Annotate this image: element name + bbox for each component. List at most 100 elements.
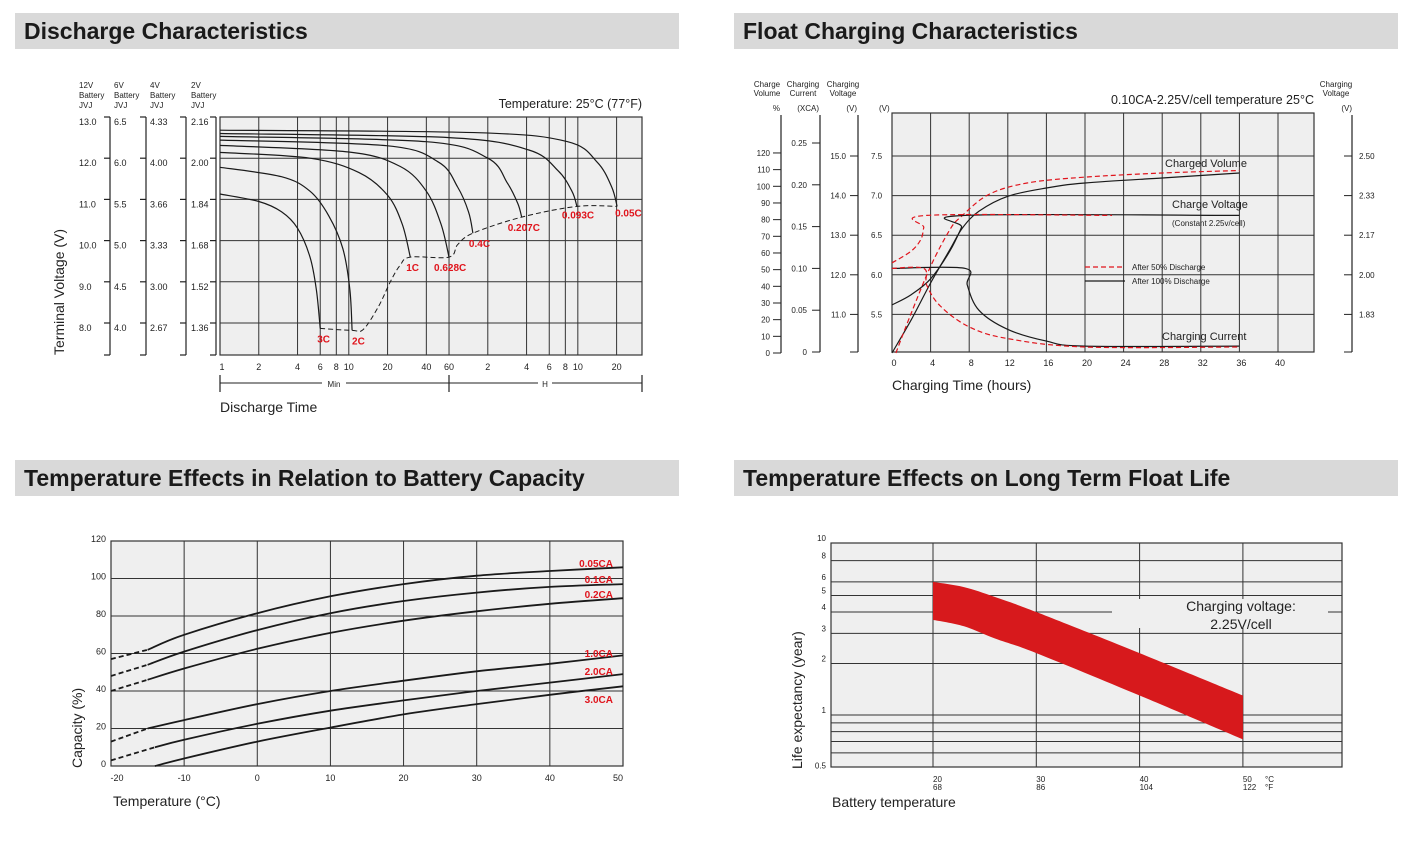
y-tick-label: 1.68: [191, 241, 209, 251]
y-tick-label: 6.0: [114, 158, 127, 168]
y-axis-header: 6V: [114, 81, 124, 90]
section-header-discharge: Discharge Characteristics: [15, 13, 679, 49]
y-tick-label: 120: [91, 534, 106, 544]
charging-current-tick-label: 0: [803, 348, 808, 357]
y-tick-label: 6: [822, 573, 827, 582]
x-tick-label: 60: [444, 362, 454, 372]
y-tick-label: 6.5: [114, 117, 127, 127]
y-tick-label: 20: [96, 722, 106, 732]
y-tick-label: 13.0: [79, 117, 97, 127]
y-tick-label: 4.5: [114, 282, 127, 292]
x-tick-label: -20: [110, 773, 123, 783]
y-tick-label: 5.5: [114, 199, 127, 209]
x-tick-label: 32: [1198, 358, 1208, 368]
charging-voltage-12v-tick-label: 12.0: [830, 271, 846, 280]
charge-volume-tick-label: 10: [761, 332, 770, 341]
temperature-capacity-chart: -20 -10 0 10 20 30 40 50 0 20 40 60 80 100 120 0.05CA 0.…: [69, 534, 624, 809]
charging-voltage-cell-tick-label: 2.33: [1359, 192, 1375, 201]
charging-voltage-12v-tick-label: 11.0: [831, 310, 847, 319]
capacity-curve-0.1CA: [147, 583, 624, 666]
charging-voltage-12v-tick-label: 15.0: [830, 152, 846, 161]
x-tick-label-celsius: 30: [1036, 775, 1045, 784]
x-tick-label: 30: [472, 773, 482, 783]
curve-label: 1C: [406, 263, 419, 274]
y-tick-label: 2.00: [191, 158, 209, 168]
axis-header: (V): [1341, 104, 1352, 113]
x-axis-title: Charging Time (hours): [892, 377, 1031, 393]
charge-volume-tick-label: 120: [757, 149, 771, 158]
curve-label: 3.0CA: [585, 695, 613, 706]
range-label-min: Min: [328, 380, 341, 389]
charge-volume-tick-label: 40: [761, 282, 770, 291]
curve-label: 0.05CA: [579, 559, 613, 570]
legend-label: After 100% Discharge: [1132, 277, 1210, 286]
range-label-bg: [322, 377, 346, 388]
charging-voltage-cell-tick-label: 1.83: [1359, 310, 1375, 319]
y-tick-label: 0.5: [815, 761, 827, 770]
y-axis-header: 2V: [191, 81, 201, 90]
axis-header: Charging: [1320, 80, 1352, 89]
capacity-curve-0.05CA: [147, 566, 624, 651]
charge-volume-tick-label: 50: [761, 266, 770, 275]
x-axis-title: Temperature (°C): [113, 793, 221, 809]
y-axis-header: JVJ: [79, 101, 92, 110]
curve-label: 1.0CA: [585, 649, 613, 660]
charging-current-tick-label: 0.25: [791, 139, 807, 148]
charging-current-tick-label: 0.10: [791, 264, 807, 273]
x-tick-label: 20: [399, 773, 409, 783]
curve-label: 0.05C: [615, 208, 642, 219]
charging-voltage-6v-tick-label: 7.5: [871, 152, 883, 161]
x-tick-label: 40: [545, 773, 555, 783]
charging-voltage-12v-tick-label: 14.0: [830, 192, 846, 201]
x-tick-label: 0: [255, 773, 260, 783]
axis-header: Voltage: [1323, 89, 1350, 98]
y-tick-label: 2.16: [191, 117, 209, 127]
x-tick-label: 8: [334, 362, 339, 372]
axis-header: %: [773, 104, 780, 113]
x-tick-label: 10: [573, 362, 583, 372]
y-tick-label: 10.0: [79, 241, 97, 251]
y-axis-header: JVJ: [114, 101, 127, 110]
axis-header: Voltage: [830, 89, 857, 98]
charging-current-tick-label: 0.20: [791, 181, 807, 190]
discharge-curve-0.628C: [219, 144, 450, 258]
plot-area: [891, 112, 1315, 353]
chart-title: 0.10CA-2.25V/cell temperature 25°C: [1111, 93, 1314, 107]
x-tick-label: 36: [1236, 358, 1246, 368]
charging-voltage-6v-tick-label: 6.0: [871, 271, 883, 280]
x-tick-label: 2: [256, 362, 261, 372]
x-tick-label: 6: [318, 362, 323, 372]
x-tick-label: 4: [524, 362, 529, 372]
capacity-curve-dashed-0.1CA: [110, 663, 148, 677]
y-tick-label: 3.66: [150, 199, 168, 209]
x-tick-label-celsius: 50: [1243, 775, 1252, 784]
x-tick-label: 10: [325, 773, 335, 783]
capacity-curve-3.0CA: [154, 685, 624, 767]
y-tick-label: 100: [91, 572, 106, 582]
charge-volume-tick-label: 0: [766, 349, 771, 358]
y-tick-label: 5.0: [114, 241, 127, 251]
curve-volume_pct-100pct: [891, 172, 1240, 354]
x-tick-label: 50: [613, 773, 623, 783]
charging-voltage-6v-tick-label: 6.5: [871, 231, 883, 240]
x-tick-label: 16: [1043, 358, 1053, 368]
legend-label: After 50% Discharge: [1132, 263, 1206, 272]
discharge-curve-0.05C: [219, 129, 618, 207]
curve-label: 0.207C: [508, 223, 540, 234]
y-tick-label: 1.52: [191, 282, 209, 292]
charging-voltage-annotation: Charging voltage:: [1186, 598, 1296, 614]
x-tick-label: 1: [219, 362, 224, 372]
x-tick-label: 20: [612, 362, 622, 372]
capacity-curve-2.0CA: [154, 673, 624, 749]
x-tick-label: 4: [295, 362, 300, 372]
y-tick-label: 5: [822, 586, 827, 595]
capacity-curve-dashed-1.0CA: [110, 727, 148, 743]
discharge-curve-3C: [219, 193, 321, 329]
temperature-annotation: Temperature: 25°C (77°F): [499, 97, 642, 111]
charge-volume-tick-label: 110: [757, 166, 770, 175]
y-axis-header: Battery: [150, 91, 175, 100]
y-axis-header: Battery: [79, 91, 104, 100]
curve-label: 0.628C: [434, 263, 466, 274]
curve-label: 0.4C: [469, 239, 490, 250]
y-tick-label: 3.00: [150, 282, 168, 292]
